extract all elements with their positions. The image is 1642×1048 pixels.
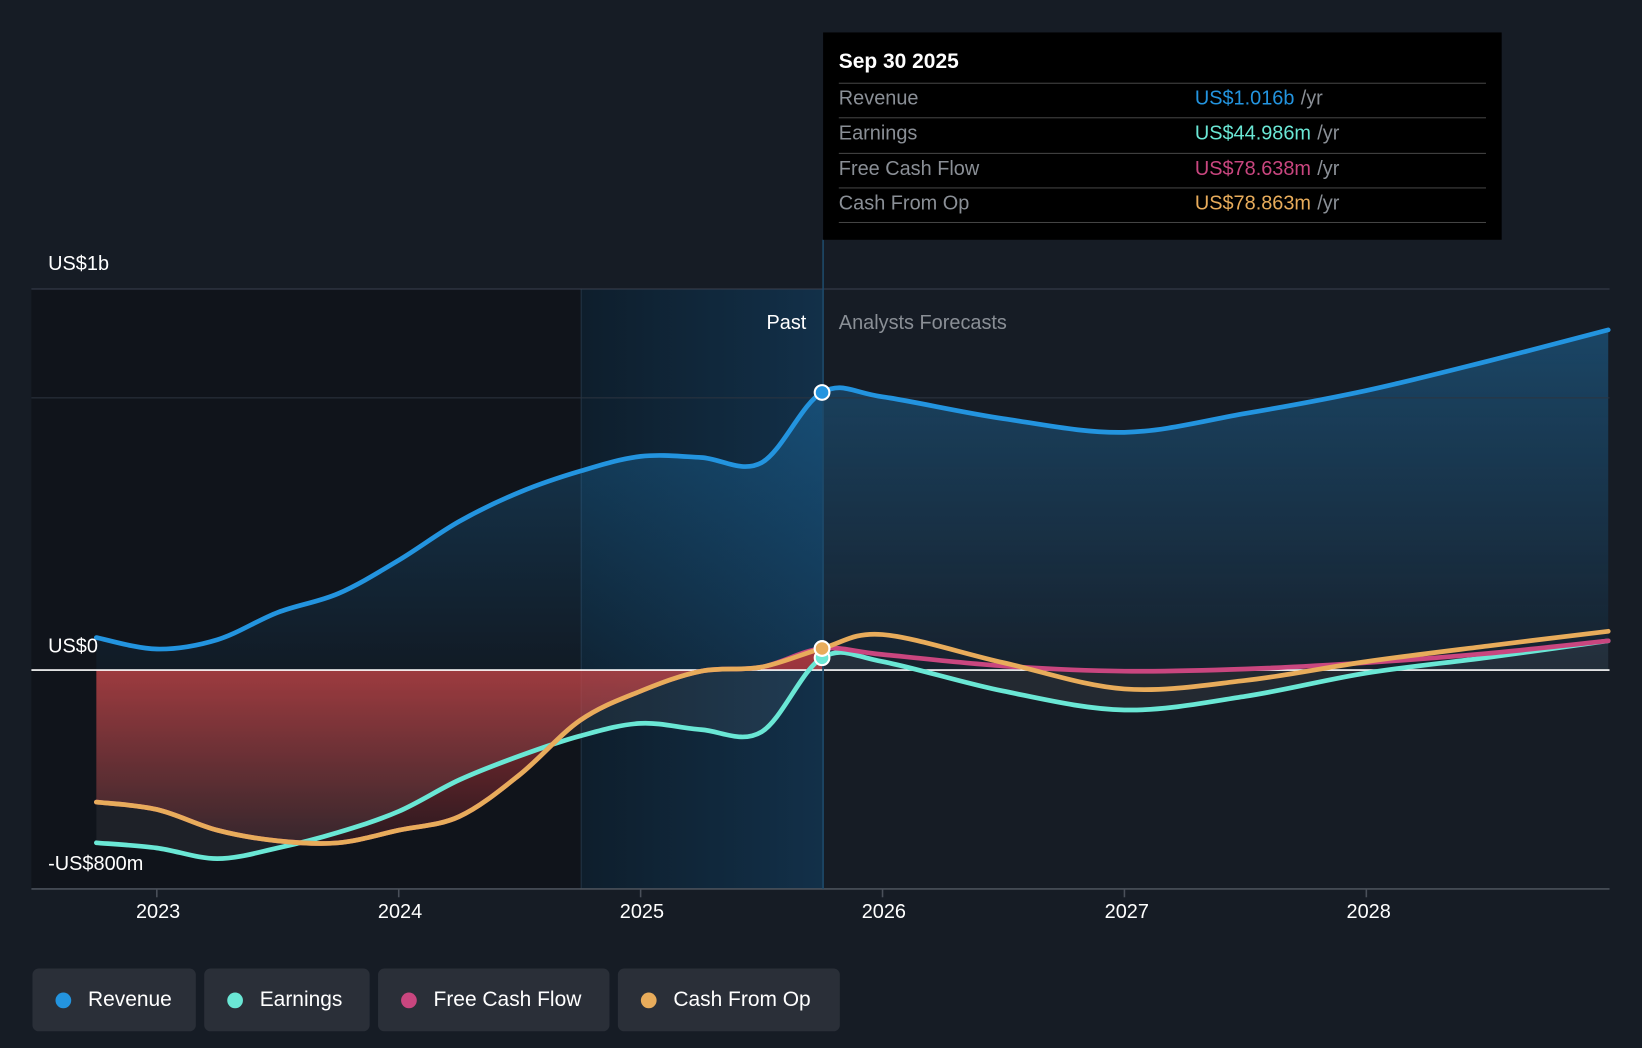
tooltip-label: Free Cash Flow: [838, 158, 980, 181]
legend-cash-from-op[interactable]: Cash From Op: [617, 968, 840, 1032]
y-label-top: US$1b: [48, 253, 110, 276]
tooltip-unit: /yr: [1317, 192, 1340, 215]
legend-label: Revenue: [87, 987, 172, 1011]
legend-label: Earnings: [259, 987, 343, 1011]
tooltip-label: Revenue: [838, 87, 919, 110]
fcf-dot-icon: [401, 992, 417, 1008]
tooltip-value: US$78.638m/yr: [1195, 158, 1340, 181]
x-tick-label: 2027: [1104, 901, 1149, 924]
tooltip-divider: [838, 221, 1486, 224]
tooltip-row-earnings: Earnings US$44.986m/yr: [838, 117, 1486, 153]
revenue-dot-icon: [55, 992, 72, 1008]
forecast-label: Analysts Forecasts: [838, 312, 1007, 334]
revenue-area: [96, 329, 1609, 671]
revenue-line: [93, 327, 1611, 652]
earnings-area: [96, 640, 1609, 859]
negative-cash-area: [96, 648, 823, 844]
cfo-marker: [813, 640, 831, 657]
tooltip-unit: /yr: [1317, 158, 1340, 181]
tooltip-amount: US$1.016b: [1194, 87, 1295, 110]
tooltip-amount: US$78.638m: [1194, 158, 1311, 181]
x-tick-label: 2023: [135, 901, 181, 924]
cash-from-op-line: [93, 628, 1611, 846]
tooltip-date: Sep 30 2025: [838, 50, 959, 74]
tooltip-value: US$1.016b/yr: [1195, 88, 1323, 111]
tooltip-label: Earnings: [838, 122, 918, 145]
x-tick-label: 2028: [1346, 901, 1391, 924]
y-label-bottom: -US$800m: [48, 853, 144, 876]
tooltip-row-cfo: Cash From Op US$78.863m/yr: [838, 187, 1486, 223]
revenue-marker: [813, 384, 831, 401]
cfo-dot-icon: [640, 992, 657, 1008]
tooltip-unit: /yr: [1300, 87, 1323, 110]
tooltip-amount: US$44.986m: [1194, 122, 1311, 145]
x-tick-label: 2024: [377, 901, 423, 924]
tooltip-amount: US$78.863m: [1194, 192, 1311, 215]
earnings-dot-icon: [227, 992, 243, 1008]
tooltip-row-fcf: Free Cash Flow US$78.638m/yr: [838, 152, 1486, 189]
tooltip-label: Cash From Op: [838, 192, 970, 215]
legend-revenue[interactable]: Revenue: [32, 968, 196, 1032]
tooltip-value: US$44.986m/yr: [1195, 122, 1340, 145]
tooltip-unit: /yr: [1317, 122, 1340, 145]
legend-label: Free Cash Flow: [433, 987, 582, 1011]
legend-label: Cash From Op: [673, 987, 811, 1011]
legend-free-cash-flow[interactable]: Free Cash Flow: [378, 968, 610, 1032]
past-label: Past: [766, 312, 807, 334]
tooltip-row-revenue: Revenue US$1.016b/yr: [838, 82, 1486, 119]
tooltip: Sep 30 2025 Revenue US$1.016b/yr Earning…: [823, 32, 1502, 240]
x-tick-label: 2025: [619, 901, 665, 924]
legend-earnings[interactable]: Earnings: [204, 968, 370, 1032]
x-tick-label: 2026: [861, 901, 906, 924]
tooltip-value: US$78.863m/yr: [1195, 193, 1340, 216]
earnings-line: [93, 638, 1611, 861]
y-label-zero: US$0: [48, 635, 98, 658]
